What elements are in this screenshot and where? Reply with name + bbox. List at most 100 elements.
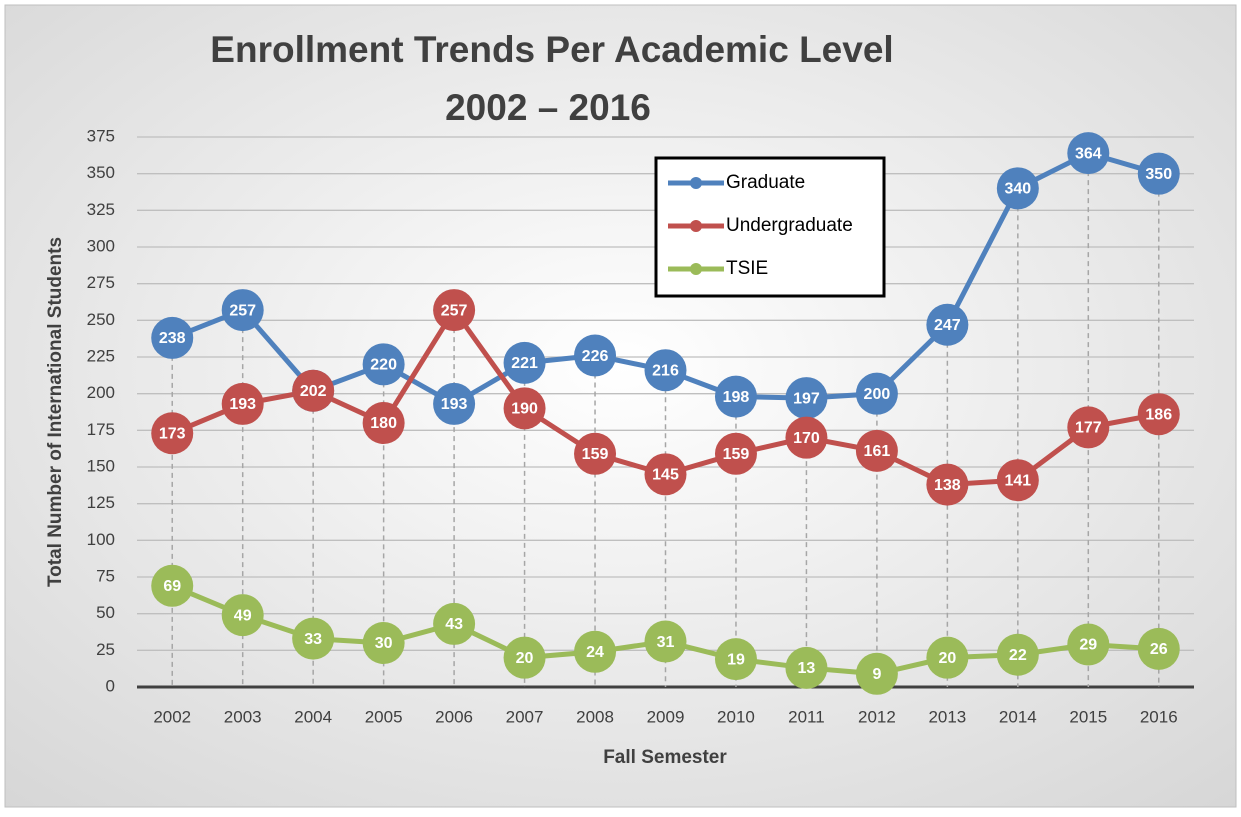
data-label: 198 [723, 389, 750, 406]
point [221, 289, 264, 332]
data-label: 24 [586, 644, 604, 661]
data-label: 30 [375, 635, 393, 652]
point [151, 564, 194, 607]
x-tick-label: 2005 [365, 707, 403, 726]
data-label: 33 [304, 631, 322, 648]
point [644, 453, 687, 496]
x-tick-label: 2003 [224, 707, 262, 726]
point [1137, 627, 1180, 670]
point [926, 463, 969, 506]
y-tick-label: 350 [87, 163, 115, 182]
point [1067, 406, 1110, 449]
data-label: 19 [727, 651, 745, 668]
point [503, 341, 546, 384]
point [503, 387, 546, 430]
y-axis-label: Total Number of International Students [45, 237, 66, 587]
data-label: 159 [582, 446, 609, 463]
data-label: 69 [163, 578, 181, 595]
data-label: 257 [441, 302, 468, 319]
point [855, 652, 898, 695]
chart-subtitle: 2002 – 2016 [445, 87, 651, 128]
data-label: 193 [229, 396, 256, 413]
point [714, 638, 757, 681]
y-tick-label: 175 [87, 420, 115, 439]
data-label: 193 [441, 396, 468, 413]
legend-label: Graduate [726, 172, 805, 193]
y-tick-label: 100 [87, 530, 115, 549]
data-label: 26 [1150, 641, 1168, 658]
data-label: 13 [798, 660, 816, 677]
y-tick-label: 125 [87, 493, 115, 512]
data-label: 257 [229, 302, 256, 319]
legend-marker [690, 220, 702, 232]
point [221, 382, 264, 425]
point [644, 620, 687, 663]
data-label: 226 [582, 348, 609, 365]
point [574, 432, 617, 475]
data-label: 247 [934, 317, 961, 334]
point [1137, 393, 1180, 436]
point [574, 630, 617, 673]
data-label: 177 [1075, 420, 1102, 437]
y-tick-label: 75 [96, 566, 115, 585]
point [996, 167, 1039, 210]
data-label: 170 [793, 430, 820, 447]
x-tick-label: 2007 [506, 707, 544, 726]
point [151, 412, 194, 455]
point [644, 349, 687, 392]
point [433, 289, 476, 332]
y-tick-label: 50 [96, 603, 115, 622]
point [785, 646, 828, 689]
x-tick-label: 2002 [153, 707, 191, 726]
point [221, 594, 264, 637]
y-tick-label: 225 [87, 346, 115, 365]
data-label: 364 [1075, 145, 1102, 162]
legend: Graduate Undergraduate TSIE [654, 156, 886, 298]
y-tick-label: 25 [96, 640, 115, 659]
x-tick-label: 2006 [435, 707, 473, 726]
y-tick-label: 150 [87, 456, 115, 475]
y-tick-label: 0 [106, 676, 115, 695]
data-label: 29 [1079, 637, 1097, 654]
point [1067, 132, 1110, 175]
data-label: 20 [516, 650, 534, 667]
data-label: 43 [445, 616, 463, 633]
x-tick-label: 2010 [717, 707, 755, 726]
data-label: 9 [872, 666, 881, 683]
chart-title: Enrollment Trends Per Academic Level [210, 29, 893, 70]
x-axis-label: Fall Semester [603, 747, 727, 768]
data-label: 197 [793, 390, 820, 407]
data-label: 220 [370, 357, 397, 374]
point [996, 633, 1039, 676]
data-label: 238 [159, 330, 186, 347]
data-label: 20 [938, 650, 956, 667]
point [714, 375, 757, 418]
legend-marker [690, 177, 702, 189]
x-tick-label: 2016 [1140, 707, 1178, 726]
point [785, 377, 828, 420]
point [362, 622, 405, 664]
legend-label: TSIE [726, 258, 768, 279]
point [855, 372, 898, 415]
point [503, 636, 546, 679]
data-label: 221 [511, 355, 538, 372]
data-label: 350 [1145, 166, 1172, 183]
point [785, 416, 828, 459]
point [433, 602, 476, 645]
x-tick-label: 2014 [999, 707, 1037, 726]
data-label: 180 [370, 415, 397, 432]
data-label: 161 [864, 443, 891, 460]
data-label: 202 [300, 383, 327, 400]
data-label: 159 [723, 446, 750, 463]
point [855, 429, 898, 472]
point [574, 334, 617, 377]
background [4, 4, 1237, 808]
y-tick-label: 250 [87, 310, 115, 329]
point [362, 343, 405, 386]
point [926, 303, 969, 346]
data-label: 190 [511, 401, 538, 418]
x-tick-label: 2015 [1069, 707, 1107, 726]
data-label: 49 [234, 607, 252, 624]
point [151, 316, 194, 359]
